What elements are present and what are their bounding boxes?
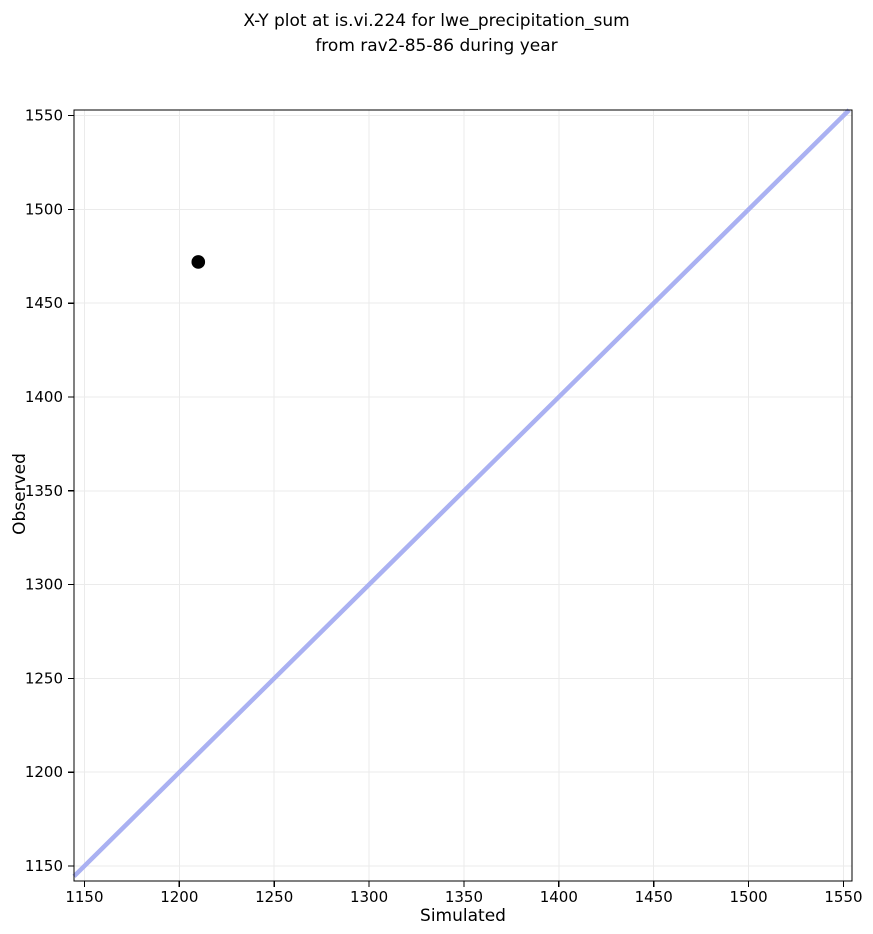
x-tick-label: 1300	[350, 888, 388, 906]
x-tick-label: 1550	[824, 888, 862, 906]
identity-line	[72, 108, 851, 878]
y-axis-label: Observed	[10, 453, 30, 535]
y-tick-label: 1550	[25, 107, 63, 125]
chart-title-line-1: X-Y plot at is.vi.224 for lwe_precipitat…	[243, 11, 630, 31]
y-tick-label: 1450	[25, 294, 63, 312]
y-tick-label: 1200	[25, 763, 63, 781]
y-tick-label: 1300	[25, 576, 63, 594]
x-tick-label: 1250	[255, 888, 293, 906]
x-tick-label: 1200	[160, 888, 198, 906]
x-tick-label: 1450	[635, 888, 673, 906]
chart-title: X-Y plot at is.vi.224 for lwe_precipitat…	[0, 9, 873, 59]
y-tick-label: 1500	[25, 200, 63, 218]
x-tick-label: 1150	[65, 888, 103, 906]
y-tick-label: 1150	[25, 857, 63, 875]
x-axis-label: Simulated	[420, 906, 506, 926]
chart-title-line-2: from rav2-85-86 during year	[315, 36, 558, 56]
y-tick-label: 1350	[25, 482, 63, 500]
x-tick-label: 1350	[445, 888, 483, 906]
x-tick-label: 1500	[729, 888, 767, 906]
x-tick-label: 1400	[540, 888, 578, 906]
plot-border	[73, 109, 853, 882]
y-tick-label: 1250	[25, 669, 63, 687]
y-tick-label: 1400	[25, 388, 63, 406]
data-point	[191, 255, 206, 269]
